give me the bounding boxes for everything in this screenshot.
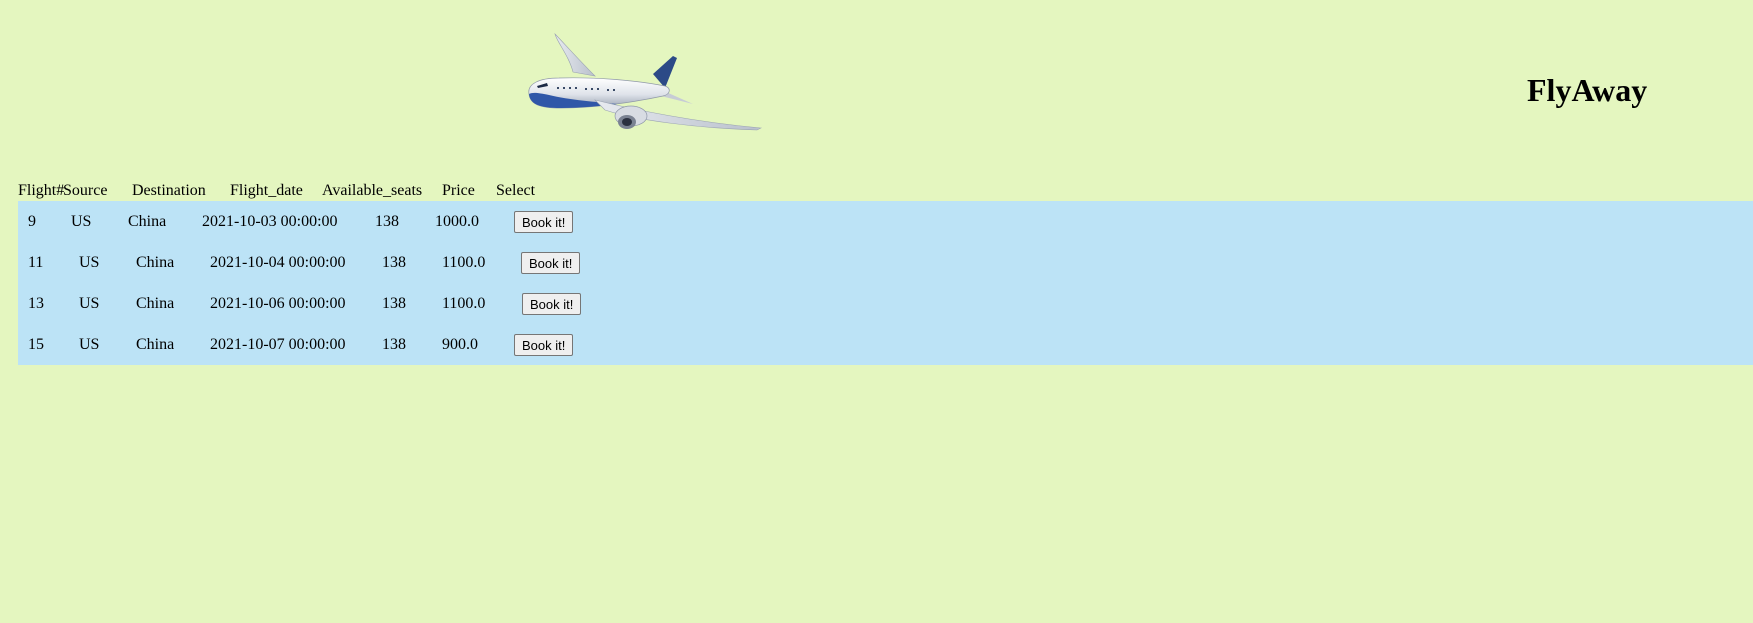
cell-destination: China [136,254,175,271]
book-it-button[interactable]: Book it! [514,211,574,233]
cell-price: 1100.0 [442,295,486,312]
cell-source: US [71,213,92,230]
book-it-button[interactable]: Book it! [522,293,582,315]
cell-available-seats: 138 [382,254,406,271]
cell-available-seats: 138 [382,295,406,312]
cell-source: US [79,336,100,353]
column-header-destination: Destination [132,182,206,199]
column-header-flight-date: Flight_date [230,182,303,199]
column-header-flight: Flight# [18,182,65,199]
table-row: 11 US China 2021-10-04 00:00:00 138 1100… [18,242,1753,283]
cell-destination: China [128,213,167,230]
cell-price: 900.0 [442,336,478,353]
cell-flight: 15 [28,336,44,353]
flights-table: 9 US China 2021-10-03 00:00:00 138 1000.… [18,201,1753,365]
cell-source: US [79,295,100,312]
cell-flight-date: 2021-10-07 00:00:00 [210,336,346,353]
column-header-price: Price [442,182,475,199]
cell-flight-date: 2021-10-03 00:00:00 [202,213,338,230]
cell-flight: 11 [28,254,44,271]
cell-flight-date: 2021-10-04 00:00:00 [210,254,346,271]
airplane-image [528,33,763,131]
column-header-select: Select [496,182,536,199]
cell-destination: China [136,295,175,312]
brand-title: FlyAway [1527,72,1648,108]
cell-available-seats: 138 [375,213,399,230]
cell-price: 1000.0 [435,213,479,230]
column-header-available-seats: Available_seats [322,182,423,199]
cell-source: US [79,254,100,271]
book-it-button[interactable]: Book it! [514,334,574,356]
cell-price: 1100.0 [442,254,486,271]
cell-destination: China [136,336,175,353]
cell-flight: 13 [28,295,44,312]
cell-available-seats: 138 [382,336,406,353]
table-header-row: Flight# Source Destination Flight_date A… [0,181,1753,201]
table-row: 15 US China 2021-10-07 00:00:00 138 900.… [18,324,1753,365]
table-row: 9 US China 2021-10-03 00:00:00 138 1000.… [18,201,1753,242]
column-header-source: Source [63,182,108,199]
cell-flight: 9 [28,213,36,230]
cell-flight-date: 2021-10-06 00:00:00 [210,295,346,312]
table-row: 13 US China 2021-10-06 00:00:00 138 1100… [18,283,1753,324]
book-it-button[interactable]: Book it! [521,252,581,274]
